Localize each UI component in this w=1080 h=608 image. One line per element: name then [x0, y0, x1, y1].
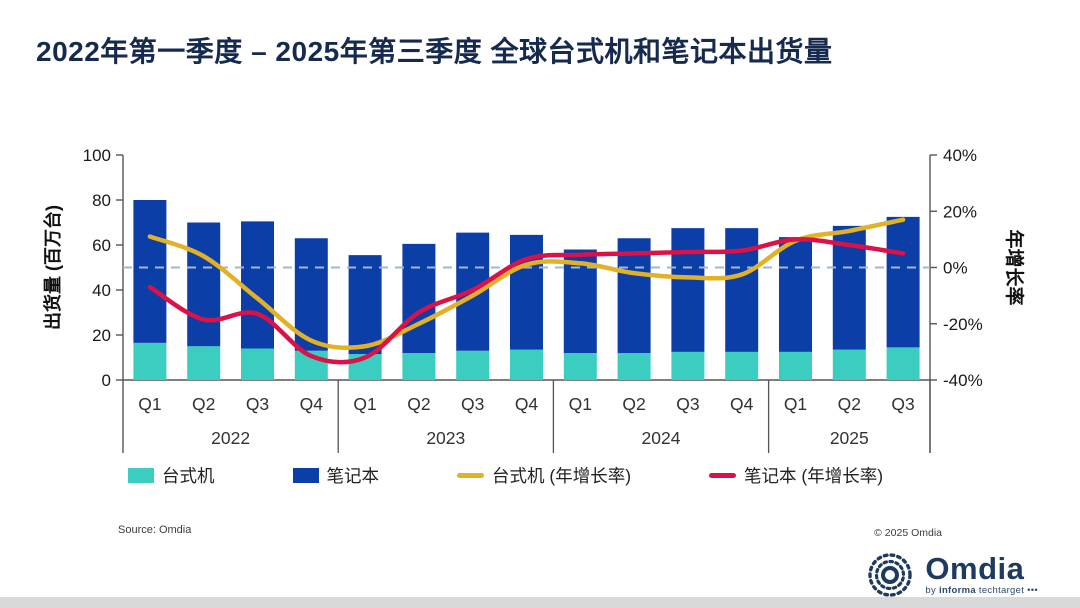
bar-desktop-segment: [886, 347, 920, 380]
left-axis-tick-label: 60: [92, 236, 111, 255]
right-axis-tick-label: -40%: [943, 371, 983, 390]
legend-item-laptop-growth: 笔记本 (年增长率): [709, 463, 883, 488]
left-axis-title: 出货量 (百万台): [42, 205, 63, 330]
bar-laptop-segment: [779, 237, 812, 352]
bar-laptop-segment: [671, 228, 705, 352]
tagline-by: by: [925, 584, 937, 596]
x-axis-quarter-label: Q1: [569, 394, 592, 414]
omdia-brand: Omdia: [925, 550, 1025, 586]
x-axis-quarter-label: Q3: [461, 394, 484, 414]
bar-desktop-segment: [241, 348, 274, 380]
line-laptop-growth: [147, 237, 906, 365]
bar-desktop-segment: [779, 351, 812, 380]
bar-desktop-segment: [510, 349, 543, 380]
growth-lines: [147, 217, 906, 365]
left-axis-tick-label: 40: [92, 281, 111, 300]
x-axis-quarter-label: Q2: [838, 394, 861, 414]
bar-laptop-segment: [886, 216, 920, 348]
desktop-swatch: [128, 468, 154, 483]
x-axis-year-label: 2025: [830, 428, 869, 448]
left-axis-tick-label: 0: [102, 371, 111, 390]
bar-desktop-segment: [832, 349, 866, 380]
legend-label: 台式机: [162, 466, 215, 486]
bar-desktop-segment: [402, 353, 436, 380]
bar-desktop-segment: [671, 351, 705, 380]
right-axis-tick-label: 40%: [943, 146, 977, 165]
omdia-logo-icon: [868, 553, 913, 597]
bar-laptop-segment: [187, 222, 221, 347]
x-axis-quarter-label: Q4: [300, 394, 324, 414]
stacked-bars: [133, 200, 920, 380]
omdia-logo-text: Omdia by informa techtarget •••: [925, 553, 1038, 596]
page-title: 2022年第一季度 – 2025年第三季度 全球台式机和笔记本出货量: [36, 36, 833, 67]
x-axis-quarter-label: Q1: [784, 394, 807, 414]
tagline-dots: •••: [1027, 584, 1038, 596]
bar-desktop-segment: [563, 353, 597, 380]
x-axis-quarter-label: Q3: [246, 394, 269, 414]
legend-item-desktop: 台式机: [128, 463, 215, 488]
shipments-chart: 0 20 40 60 80 100 -40% -20% 0% 20% 40% 出货量 (百万台) 年增长…: [40, 140, 1040, 460]
x-axis-labels: Q1 Q2 Q3 Q4 2022 Q1 Q2 Q3 Q4 2023 Q1 Q2 Q3 Q4 2024 Q1 Q2…: [138, 380, 931, 453]
right-axis-tick-label: 20%: [943, 202, 977, 221]
chart-legend: 台式机 笔记本 台式机 (年增长率) 笔记本 (年增长率): [128, 463, 883, 488]
combo-chart-canvas: 0 20 40 60 80 100 -40% -20% 0% 20% 40% 出货量 (百万台) 年增长…: [42, 146, 1026, 453]
right-axis-tick-label: -20%: [943, 315, 983, 334]
x-axis-quarter-label: Q1: [353, 394, 376, 414]
bar-laptop-segment: [348, 255, 382, 355]
x-axis-year-label: 2024: [642, 428, 681, 448]
bar-desktop-segment: [187, 346, 221, 380]
bar-desktop-segment: [456, 350, 490, 380]
bar-laptop-segment: [402, 243, 436, 353]
legend-label: 笔记本: [326, 466, 380, 486]
line-desktop-growth: [147, 217, 906, 351]
bar-desktop-segment: [725, 351, 759, 380]
desktop-growth-line-swatch: [457, 473, 484, 478]
left-axis-tick-label: 80: [92, 191, 111, 210]
x-axis-quarter-label: Q2: [407, 394, 430, 414]
left-axis-tick-label: 20: [92, 326, 111, 345]
tagline-informa: informa: [939, 584, 976, 596]
x-axis-quarter-label: Q2: [192, 394, 215, 414]
legend-item-laptop: 笔记本: [292, 463, 380, 488]
copyright-note: © 2025 Omdia: [874, 527, 942, 539]
x-axis-year-label: 2022: [211, 428, 250, 448]
laptop-growth-line-swatch: [709, 473, 737, 478]
x-axis-quarter-label: Q4: [515, 394, 539, 414]
legend-item-desktop-growth: 台式机 (年增长率): [457, 463, 631, 488]
bar-laptop-segment: [241, 221, 274, 349]
right-axis-tick-label: 0%: [943, 259, 968, 278]
footer-strip: [0, 597, 1080, 608]
omdia-logo: Omdia by informa techtarget •••: [864, 548, 1038, 600]
x-axis-quarter-label: Q3: [676, 394, 699, 414]
omdia-tagline: by informa techtarget •••: [925, 586, 1038, 596]
axes: 0 20 40 60 80 100 -40% -20% 0% 20% 40% 出货量 (百万台) 年增长…: [42, 146, 1026, 453]
legend-label: 台式机 (年增长率): [492, 466, 632, 486]
x-axis-quarter-label: Q1: [138, 394, 161, 414]
source-note: Source: Omdia: [118, 524, 192, 536]
tagline-rest: techtarget: [978, 584, 1025, 596]
x-axis-quarter-label: Q4: [730, 394, 754, 414]
x-axis-year-label: 2023: [426, 428, 465, 448]
legend-label: 笔记本 (年增长率): [744, 466, 884, 486]
bar-laptop-segment: [133, 200, 167, 343]
left-axis-tick-label: 100: [83, 146, 111, 165]
bar-desktop-segment: [133, 342, 167, 380]
bar-desktop-segment: [617, 353, 651, 380]
bar-laptop-segment: [617, 238, 651, 353]
bar-laptop-segment: [510, 234, 543, 350]
right-axis-title: 年增长率: [1003, 229, 1026, 305]
laptop-swatch: [292, 468, 319, 483]
x-axis-quarter-label: Q3: [891, 394, 914, 414]
x-axis-quarter-label: Q2: [622, 394, 645, 414]
